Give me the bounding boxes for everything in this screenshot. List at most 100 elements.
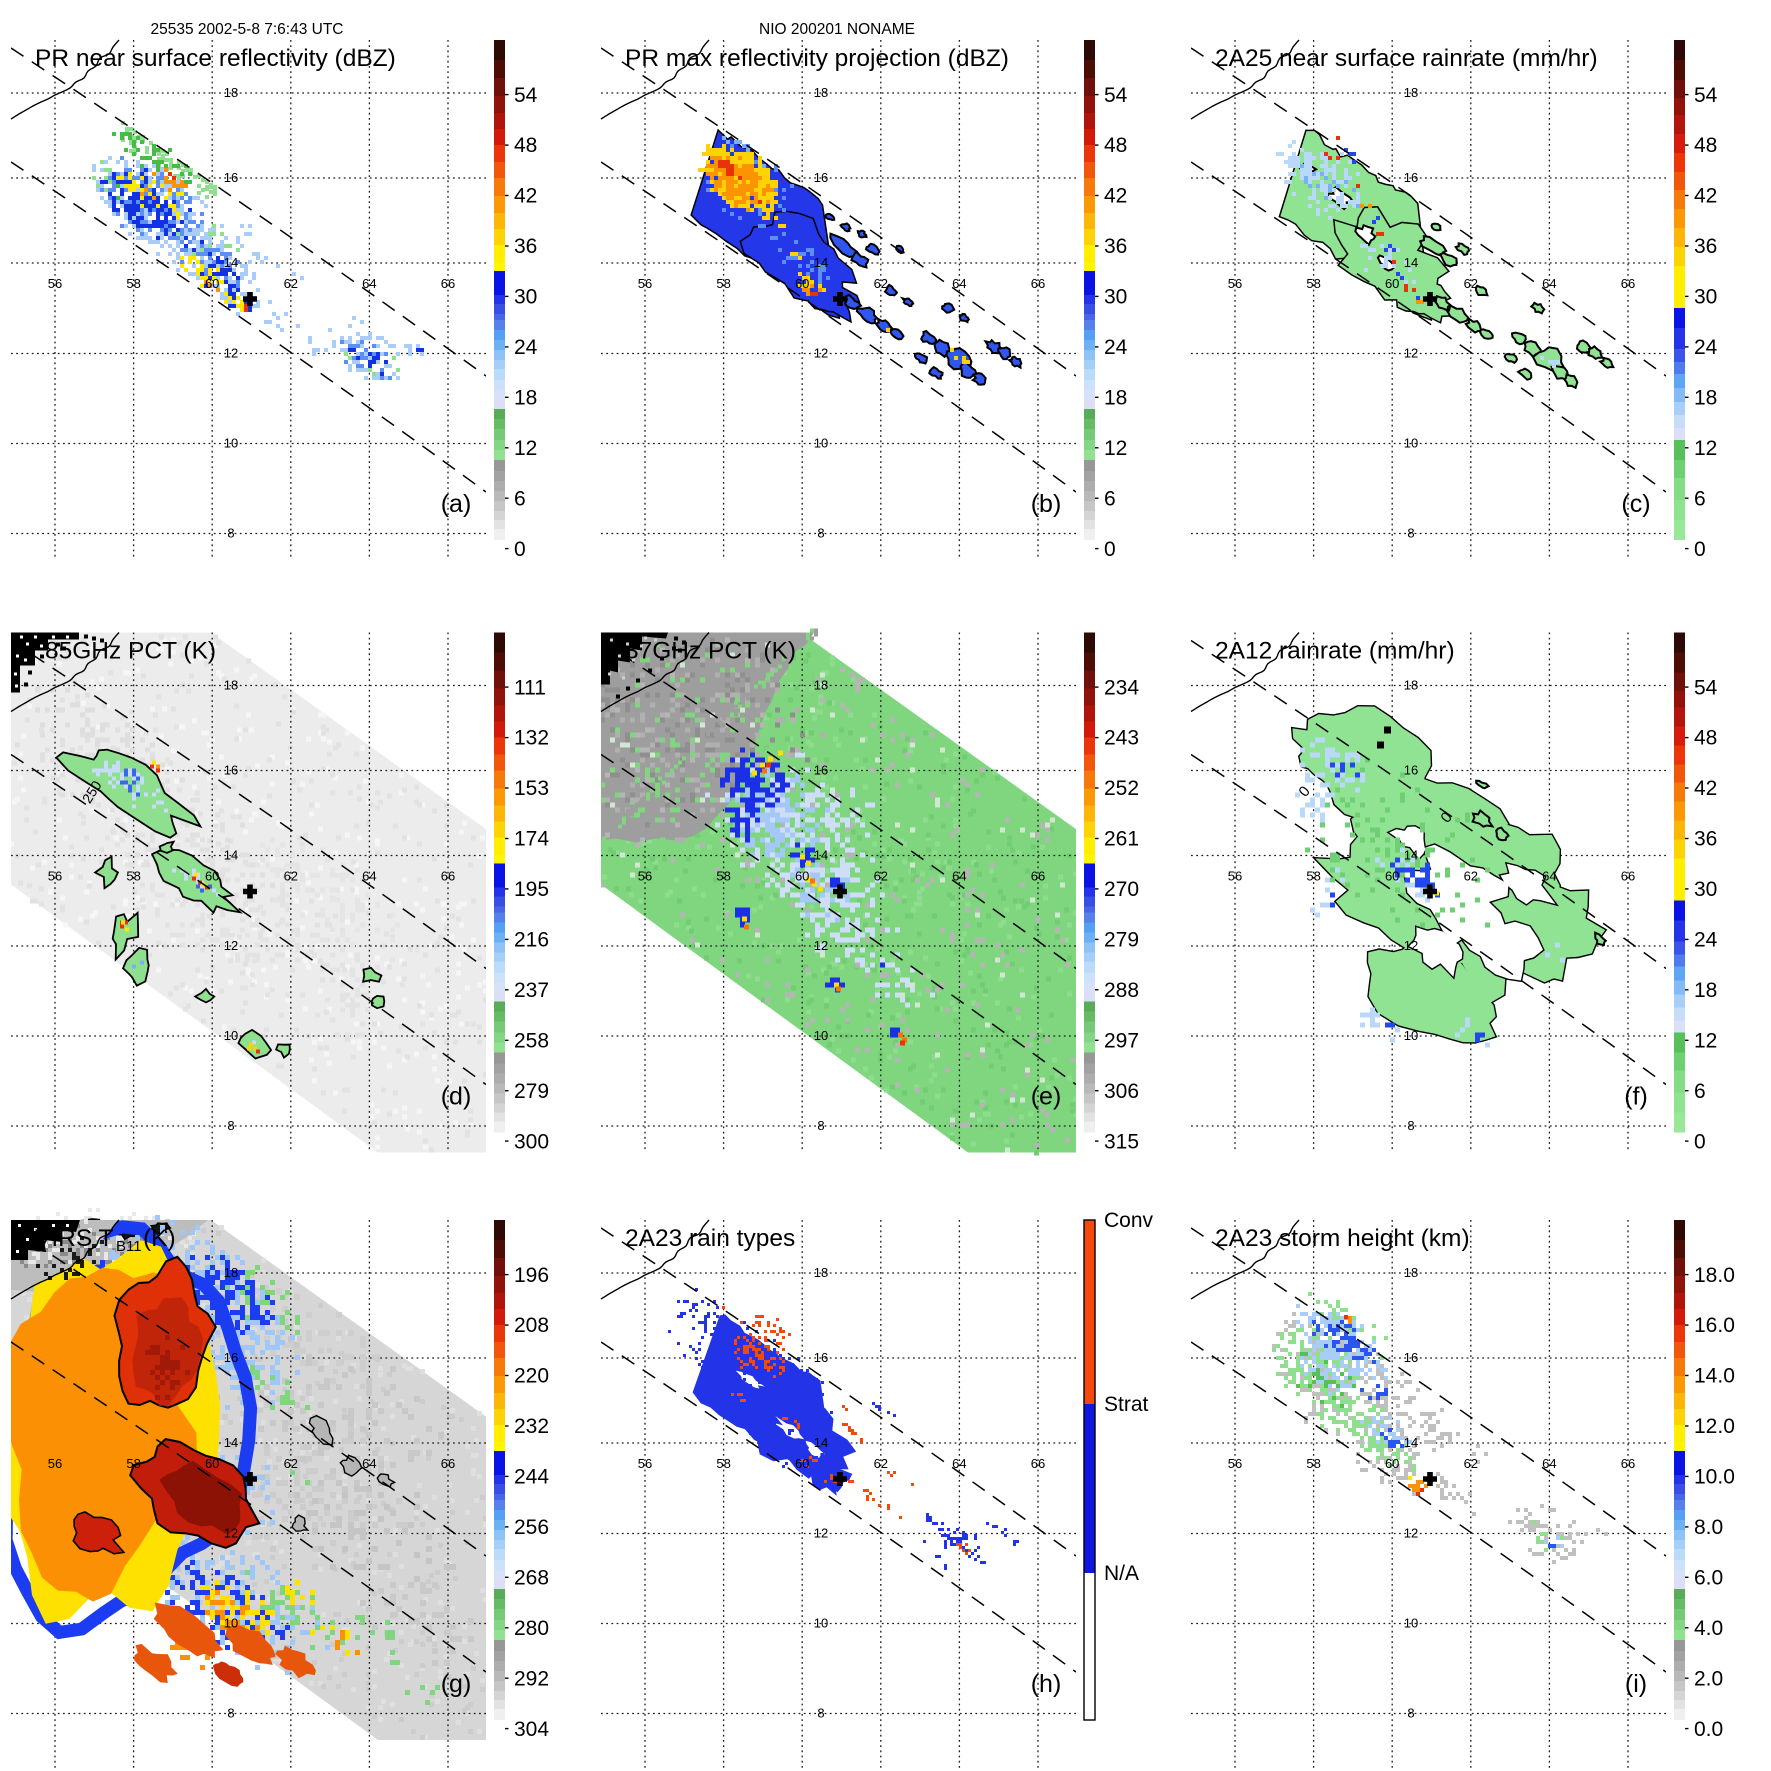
svg-text:6.0: 6.0 <box>1694 1567 1723 1590</box>
svg-text:62: 62 <box>1464 869 1478 884</box>
svg-text:12.0: 12.0 <box>1694 1415 1735 1438</box>
svg-text:24: 24 <box>1104 336 1128 359</box>
svg-text:42: 42 <box>1694 185 1717 208</box>
svg-text:(f): (f) <box>1624 1083 1648 1111</box>
svg-text:60: 60 <box>205 1456 219 1471</box>
svg-text:18: 18 <box>814 85 828 100</box>
svg-text:16: 16 <box>1404 170 1418 185</box>
svg-text:18: 18 <box>1694 387 1717 410</box>
svg-text:12: 12 <box>224 346 238 361</box>
svg-text:174: 174 <box>514 828 549 851</box>
svg-text:18.0: 18.0 <box>1694 1264 1735 1287</box>
svg-text:58: 58 <box>126 869 140 884</box>
svg-text:252: 252 <box>1104 777 1139 800</box>
svg-text:6: 6 <box>1104 487 1116 510</box>
svg-text:64: 64 <box>362 1456 376 1471</box>
svg-text:30: 30 <box>1694 286 1717 309</box>
svg-text:18: 18 <box>1404 678 1418 693</box>
svg-text:315: 315 <box>1104 1130 1139 1153</box>
svg-text:42: 42 <box>514 185 537 208</box>
svg-text:(K): (K) <box>143 1225 176 1252</box>
svg-text:14.0: 14.0 <box>1694 1365 1735 1388</box>
svg-text:2A23 storm height (km): 2A23 storm height (km) <box>1215 1225 1470 1252</box>
svg-text:18: 18 <box>814 678 828 693</box>
svg-text:18: 18 <box>224 85 238 100</box>
svg-text:270: 270 <box>1104 878 1139 901</box>
svg-text:36: 36 <box>514 235 537 258</box>
svg-text:(h): (h) <box>1031 1670 1062 1698</box>
svg-text:60: 60 <box>795 1456 809 1471</box>
svg-text:10: 10 <box>814 1028 828 1043</box>
svg-text:NIO 200201 NONAME: NIO 200201 NONAME <box>759 21 915 38</box>
svg-text:208: 208 <box>514 1314 549 1337</box>
svg-text:62: 62 <box>284 869 298 884</box>
svg-text:261: 261 <box>1104 828 1139 851</box>
svg-text:232: 232 <box>514 1415 549 1438</box>
svg-text:14: 14 <box>224 848 238 863</box>
svg-text:14: 14 <box>1404 1435 1418 1450</box>
svg-text:(d): (d) <box>441 1083 472 1111</box>
svg-text:60: 60 <box>1385 1456 1399 1471</box>
svg-text:16: 16 <box>224 763 238 778</box>
svg-text:85GHz PCT (K): 85GHz PCT (K) <box>45 638 216 665</box>
svg-text:0: 0 <box>1694 1130 1706 1153</box>
svg-text:8: 8 <box>227 1706 234 1721</box>
svg-text:195: 195 <box>514 878 549 901</box>
svg-text:62: 62 <box>284 276 298 291</box>
svg-text:18: 18 <box>224 678 238 693</box>
svg-text:(a): (a) <box>441 490 472 518</box>
svg-text:N/A: N/A <box>1104 1562 1139 1585</box>
svg-text:12: 12 <box>1404 1526 1418 1541</box>
svg-text:268: 268 <box>514 1567 549 1590</box>
svg-text:12: 12 <box>224 938 238 953</box>
svg-text:62: 62 <box>874 869 888 884</box>
svg-text:25535 2002-5-8 7:6:43 UTC: 25535 2002-5-8 7:6:43 UTC <box>150 21 343 38</box>
svg-text:58: 58 <box>1306 276 1320 291</box>
svg-text:244: 244 <box>514 1466 549 1489</box>
svg-text:62: 62 <box>284 1456 298 1471</box>
svg-text:PR near surface reflectivity (: PR near surface reflectivity (dBZ) <box>35 45 396 72</box>
svg-text:18: 18 <box>224 1265 238 1280</box>
svg-text:64: 64 <box>1542 276 1556 291</box>
svg-text:10: 10 <box>1404 1616 1418 1631</box>
svg-text:B11: B11 <box>116 1238 142 1255</box>
svg-text:10: 10 <box>1404 436 1418 451</box>
svg-text:24: 24 <box>1694 336 1718 359</box>
svg-text:12: 12 <box>1404 346 1418 361</box>
svg-text:56: 56 <box>1228 869 1242 884</box>
svg-text:Strat: Strat <box>1104 1393 1149 1416</box>
svg-text:66: 66 <box>441 276 455 291</box>
svg-text:292: 292 <box>514 1667 549 1690</box>
svg-text:196: 196 <box>514 1264 549 1287</box>
svg-text:14: 14 <box>224 1435 238 1450</box>
svg-text:37GHz PCT (K): 37GHz PCT (K) <box>625 638 796 665</box>
svg-text:8.0: 8.0 <box>1694 1516 1723 1539</box>
svg-text:60: 60 <box>1385 276 1399 291</box>
svg-text:234: 234 <box>1104 676 1139 699</box>
svg-text:132: 132 <box>514 727 549 750</box>
svg-text:2A23 rain types: 2A23 rain types <box>625 1225 795 1252</box>
svg-text:(c): (c) <box>1621 490 1650 518</box>
svg-text:48: 48 <box>1694 134 1717 157</box>
svg-text:12: 12 <box>514 437 537 460</box>
svg-text:48: 48 <box>514 134 537 157</box>
svg-text:10: 10 <box>224 1616 238 1631</box>
svg-text:14: 14 <box>1404 255 1418 270</box>
svg-text:58: 58 <box>716 869 730 884</box>
svg-text:6: 6 <box>1694 1080 1706 1103</box>
svg-text:58: 58 <box>716 1456 730 1471</box>
svg-text:14: 14 <box>814 848 828 863</box>
svg-text:0: 0 <box>514 538 526 561</box>
svg-text:280: 280 <box>514 1617 549 1640</box>
svg-text:12: 12 <box>814 938 828 953</box>
svg-text:18: 18 <box>814 1265 828 1280</box>
svg-text:8: 8 <box>817 526 824 541</box>
svg-text:58: 58 <box>126 1456 140 1471</box>
svg-text:66: 66 <box>441 1456 455 1471</box>
svg-text:64: 64 <box>362 869 376 884</box>
svg-text:66: 66 <box>1031 869 1045 884</box>
svg-text:14: 14 <box>1404 848 1418 863</box>
svg-text:56: 56 <box>1228 276 1242 291</box>
svg-text:60: 60 <box>205 869 219 884</box>
svg-text:216: 216 <box>514 929 549 952</box>
